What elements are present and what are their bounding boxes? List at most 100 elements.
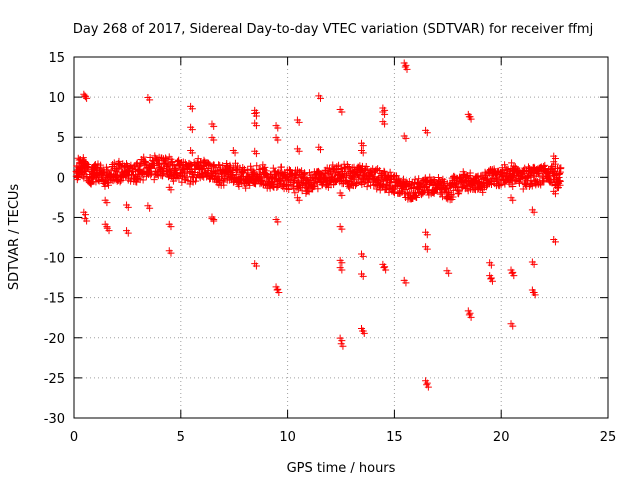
y-tick-label: -25 bbox=[44, 372, 65, 387]
data-point-baseline bbox=[226, 161, 234, 169]
data-point-outlier bbox=[146, 204, 154, 212]
data-point-baseline bbox=[192, 177, 200, 185]
data-point-baseline bbox=[449, 193, 457, 201]
data-point-baseline bbox=[370, 181, 378, 189]
data-point-baseline bbox=[260, 181, 268, 189]
data-point-outlier bbox=[488, 277, 496, 285]
data-point-outlier bbox=[274, 136, 282, 144]
data-point-baseline bbox=[175, 174, 183, 182]
data-point-baseline bbox=[455, 188, 463, 196]
data-point-outlier bbox=[274, 285, 282, 293]
data-point-baseline bbox=[159, 169, 167, 177]
data-point-outlier bbox=[188, 105, 196, 113]
data-point-baseline bbox=[527, 177, 535, 185]
data-point-baseline bbox=[326, 177, 334, 185]
data-point-baseline bbox=[240, 165, 248, 173]
y-tick-label: 0 bbox=[57, 171, 65, 186]
data-point-outlier bbox=[467, 115, 475, 123]
data-point-baseline bbox=[223, 159, 231, 167]
data-point-outlier bbox=[295, 147, 303, 155]
data-point-outlier bbox=[339, 342, 347, 350]
data-point-baseline bbox=[142, 159, 150, 167]
data-point-baseline bbox=[430, 176, 438, 184]
data-point-outlier bbox=[103, 199, 111, 207]
data-point-outlier bbox=[124, 203, 132, 211]
x-axis-label: GPS time / hours bbox=[287, 461, 396, 476]
data-point-baseline bbox=[247, 162, 255, 170]
x-tick-label: 15 bbox=[386, 430, 403, 445]
data-point-baseline bbox=[97, 161, 105, 169]
data-point-outlier bbox=[231, 149, 239, 157]
data-point-baseline bbox=[242, 184, 250, 192]
data-point-outlier bbox=[551, 238, 559, 246]
data-point-outlier bbox=[252, 112, 260, 120]
data-point-outlier bbox=[403, 65, 411, 73]
data-point-baseline bbox=[93, 172, 101, 180]
data-point-baseline bbox=[239, 168, 247, 176]
data-point-baseline bbox=[220, 181, 228, 189]
plot-frame bbox=[73, 56, 609, 419]
data-point-baseline bbox=[400, 175, 408, 183]
data-point-baseline bbox=[304, 187, 312, 195]
data-point-outlier bbox=[359, 142, 367, 150]
data-point-baseline bbox=[310, 183, 318, 191]
data-point-outlier bbox=[167, 249, 175, 257]
data-point-baseline bbox=[285, 176, 293, 184]
data-point-outlier bbox=[82, 211, 90, 219]
y-tick-label: 15 bbox=[48, 51, 65, 66]
data-point-baseline bbox=[346, 184, 354, 192]
data-point-baseline bbox=[556, 169, 564, 177]
data-point-baseline bbox=[493, 176, 501, 184]
y-tick-label: -30 bbox=[44, 412, 65, 427]
data-point-outlier bbox=[338, 259, 346, 267]
data-point-outlier bbox=[423, 379, 431, 387]
data-point-baseline bbox=[386, 168, 394, 176]
data-point-outlier bbox=[210, 217, 218, 225]
data-point-outlier bbox=[252, 122, 260, 130]
data-point-outlier bbox=[274, 124, 282, 132]
data-point-outlier bbox=[338, 225, 346, 233]
data-point-outlier bbox=[83, 94, 91, 102]
data-point-baseline bbox=[557, 164, 565, 172]
data-point-outlier bbox=[295, 118, 303, 126]
data-point-outlier bbox=[531, 291, 539, 299]
data-point-outlier bbox=[275, 288, 283, 296]
data-point-baseline bbox=[434, 174, 442, 182]
data-point-baseline bbox=[173, 170, 181, 178]
data-point-baseline bbox=[169, 177, 177, 185]
data-point-outlier bbox=[402, 61, 410, 69]
data-point-baseline bbox=[116, 161, 124, 169]
data-point-baseline bbox=[303, 175, 311, 183]
data-point-outlier bbox=[252, 150, 260, 158]
data-point-baseline bbox=[556, 178, 564, 186]
data-point-outlier bbox=[466, 309, 474, 317]
data-point-outlier bbox=[509, 183, 517, 191]
data-point-outlier bbox=[338, 108, 346, 116]
data-point-baseline bbox=[140, 153, 148, 161]
data-point-baseline bbox=[246, 181, 254, 189]
data-point-baseline bbox=[353, 179, 361, 187]
data-point-baseline bbox=[448, 181, 456, 189]
data-point-outlier bbox=[381, 120, 389, 128]
data-point-baseline bbox=[244, 169, 252, 177]
data-point-outlier bbox=[82, 93, 90, 101]
data-point-baseline bbox=[291, 189, 299, 197]
data-point-outlier bbox=[105, 227, 113, 235]
data-point-outlier bbox=[188, 126, 196, 134]
data-point-baseline bbox=[411, 192, 419, 200]
data-point-baseline bbox=[473, 173, 481, 181]
data-point-baseline bbox=[413, 193, 421, 201]
data-point-outlier bbox=[402, 279, 410, 287]
chart-title: Day 268 of 2017, Sidereal Day-to-day VTE… bbox=[73, 22, 593, 37]
data-point-baseline bbox=[319, 181, 327, 189]
data-point-outlier bbox=[338, 337, 346, 345]
data-point-outlier bbox=[402, 134, 410, 142]
x-tick-label: 5 bbox=[177, 430, 185, 445]
data-point-outlier bbox=[467, 313, 475, 321]
data-point-outlier bbox=[530, 260, 538, 268]
y-tick-label: 10 bbox=[48, 91, 65, 106]
x-tick-label: 25 bbox=[600, 430, 617, 445]
data-point-baseline bbox=[407, 195, 415, 203]
x-tick-label: 0 bbox=[70, 430, 78, 445]
data-point-outlier bbox=[381, 263, 389, 271]
